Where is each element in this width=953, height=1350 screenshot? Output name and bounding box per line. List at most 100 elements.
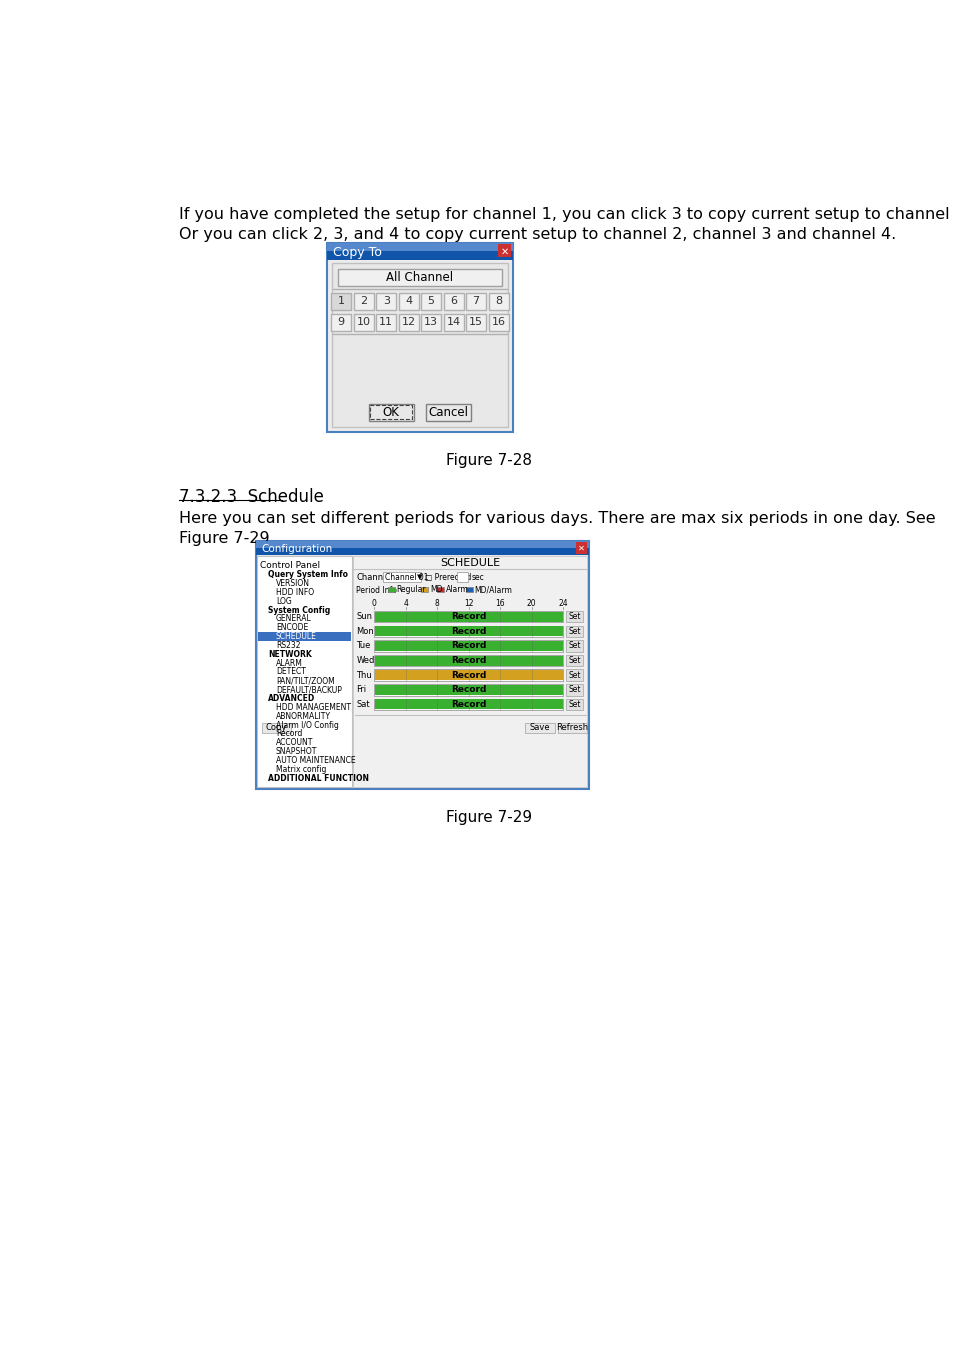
FancyBboxPatch shape: [337, 269, 501, 286]
Text: SCHEDULE: SCHEDULE: [275, 632, 316, 641]
Text: Here you can set different periods for various days. There are max six periods i: Here you can set different periods for v…: [179, 510, 935, 525]
Text: HDD MANAGEMENT: HDD MANAGEMENT: [275, 703, 351, 711]
Text: All Channel: All Channel: [386, 271, 453, 284]
Text: OK: OK: [382, 406, 399, 418]
Text: ACCOUNT: ACCOUNT: [275, 738, 313, 748]
Text: AUTO MAINTENANCE: AUTO MAINTENANCE: [275, 756, 355, 765]
FancyBboxPatch shape: [426, 404, 471, 421]
FancyBboxPatch shape: [327, 243, 513, 251]
FancyBboxPatch shape: [374, 655, 562, 667]
Text: Set: Set: [568, 671, 580, 679]
Text: VERSION: VERSION: [275, 579, 310, 589]
FancyBboxPatch shape: [456, 572, 468, 582]
Text: Control Panel: Control Panel: [260, 562, 320, 570]
FancyBboxPatch shape: [332, 263, 508, 427]
Text: Record: Record: [451, 671, 486, 679]
Text: Set: Set: [568, 699, 580, 709]
Text: 4: 4: [403, 599, 408, 609]
FancyBboxPatch shape: [497, 244, 511, 258]
FancyBboxPatch shape: [331, 313, 351, 331]
Text: Wed: Wed: [356, 656, 375, 666]
FancyBboxPatch shape: [398, 293, 418, 310]
Bar: [257, 632, 351, 640]
FancyBboxPatch shape: [255, 541, 588, 548]
Text: Record: Record: [451, 641, 486, 651]
Text: 10: 10: [356, 317, 371, 327]
FancyBboxPatch shape: [369, 404, 414, 421]
Text: 3: 3: [382, 297, 390, 306]
Text: Alarm I/O Config: Alarm I/O Config: [275, 721, 338, 729]
Text: ADDITIONAL FUNCTION: ADDITIONAL FUNCTION: [268, 774, 369, 783]
Bar: [421, 587, 428, 593]
FancyBboxPatch shape: [374, 670, 562, 680]
FancyBboxPatch shape: [257, 556, 352, 787]
FancyBboxPatch shape: [375, 612, 562, 622]
FancyBboxPatch shape: [443, 313, 463, 331]
FancyBboxPatch shape: [398, 313, 418, 331]
Bar: [465, 587, 472, 593]
Text: Figure 7-29: Figure 7-29: [445, 810, 532, 825]
Text: Cancel: Cancel: [428, 406, 468, 418]
FancyBboxPatch shape: [374, 625, 562, 637]
Text: SCHEDULE: SCHEDULE: [439, 558, 500, 568]
Text: 5: 5: [427, 297, 435, 306]
Text: System Config: System Config: [268, 606, 330, 614]
FancyBboxPatch shape: [375, 626, 562, 636]
FancyBboxPatch shape: [375, 293, 395, 310]
Text: Set: Set: [568, 686, 580, 694]
Bar: [388, 587, 395, 593]
Text: HDD INFO: HDD INFO: [275, 587, 314, 597]
Text: ✕: ✕: [500, 246, 508, 256]
Text: 2: 2: [360, 297, 367, 306]
Text: MD: MD: [430, 586, 442, 594]
Text: NETWORK: NETWORK: [268, 649, 312, 659]
Text: Record: Record: [451, 612, 486, 621]
Text: ENCODE: ENCODE: [275, 624, 308, 632]
Text: ADVANCED: ADVANCED: [268, 694, 315, 703]
FancyBboxPatch shape: [374, 684, 562, 695]
FancyBboxPatch shape: [566, 684, 583, 695]
Text: Sat: Sat: [356, 699, 370, 709]
FancyBboxPatch shape: [420, 313, 441, 331]
Text: Or you can click 2, 3, and 4 to copy current setup to channel 2, channel 3 and c: Or you can click 2, 3, and 4 to copy cur…: [179, 227, 895, 242]
Text: LOG: LOG: [275, 597, 292, 606]
Text: Set: Set: [568, 612, 580, 621]
Text: 8: 8: [495, 297, 501, 306]
Text: Copy: Copy: [266, 724, 287, 733]
Text: SNAPSHOT: SNAPSHOT: [275, 747, 316, 756]
FancyBboxPatch shape: [382, 571, 421, 582]
Text: Refresh: Refresh: [556, 724, 588, 733]
FancyBboxPatch shape: [566, 699, 583, 710]
Text: Channel: Channel: [356, 572, 391, 582]
Text: Query System Info: Query System Info: [268, 570, 348, 579]
Text: Figure 7-29: Figure 7-29: [179, 531, 270, 545]
Text: Tue: Tue: [356, 641, 371, 651]
FancyBboxPatch shape: [443, 293, 463, 310]
Text: □ Prerecord: □ Prerecord: [424, 572, 471, 582]
Text: Period Info: Period Info: [356, 586, 396, 595]
Text: 7.3.2.3  Schedule: 7.3.2.3 Schedule: [179, 487, 323, 506]
Text: PAN/TILT/ZOOM: PAN/TILT/ZOOM: [275, 676, 335, 686]
Text: Matrix config: Matrix config: [275, 765, 326, 774]
FancyBboxPatch shape: [488, 313, 508, 331]
Text: 14: 14: [446, 317, 460, 327]
FancyBboxPatch shape: [375, 656, 562, 666]
FancyBboxPatch shape: [420, 293, 441, 310]
Text: 0: 0: [372, 599, 376, 609]
FancyBboxPatch shape: [255, 541, 588, 788]
FancyBboxPatch shape: [566, 640, 583, 652]
Text: 24: 24: [558, 599, 568, 609]
Text: ALARM: ALARM: [275, 659, 302, 668]
FancyBboxPatch shape: [255, 541, 588, 555]
Text: Record: Record: [275, 729, 302, 738]
FancyBboxPatch shape: [566, 612, 583, 622]
Text: Mon: Mon: [356, 626, 374, 636]
Text: 4: 4: [405, 297, 412, 306]
Text: Channel 01: Channel 01: [385, 572, 428, 582]
FancyBboxPatch shape: [327, 243, 513, 432]
Text: Save: Save: [529, 724, 550, 733]
Text: sec: sec: [471, 572, 483, 582]
Text: 20: 20: [526, 599, 536, 609]
Text: MD/Alarm: MD/Alarm: [474, 586, 512, 594]
Text: Thu: Thu: [356, 671, 372, 679]
